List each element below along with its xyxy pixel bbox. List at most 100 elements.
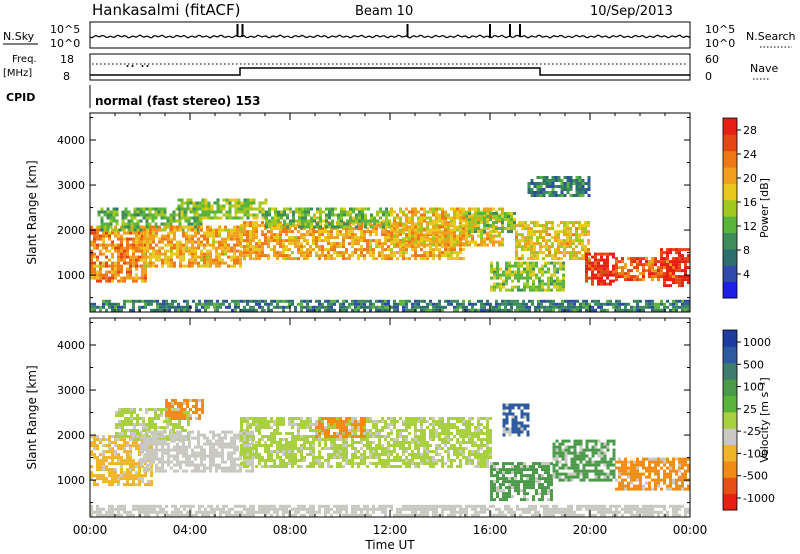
echo-cell bbox=[292, 213, 295, 217]
echo-cell bbox=[155, 463, 158, 467]
echo-cell bbox=[372, 230, 375, 234]
echo-cell bbox=[215, 228, 218, 232]
echo-cell bbox=[309, 233, 312, 237]
echo-cell bbox=[578, 188, 582, 191]
echo-cell bbox=[243, 201, 247, 205]
echo-cell bbox=[507, 224, 510, 227]
echo-cell bbox=[282, 444, 285, 447]
echo-cell bbox=[438, 251, 441, 255]
echo-cell bbox=[153, 308, 156, 312]
echo-cell bbox=[117, 264, 120, 268]
echo-cell bbox=[536, 242, 539, 246]
echo-cell bbox=[304, 210, 307, 214]
echo-cell bbox=[545, 176, 549, 179]
echo-cell bbox=[396, 222, 399, 226]
echo-cell bbox=[258, 251, 261, 255]
echo-cell bbox=[111, 273, 114, 277]
echo-cell bbox=[136, 228, 140, 232]
echo-cell bbox=[402, 243, 405, 247]
echo-cell bbox=[143, 460, 146, 464]
echo-cell bbox=[162, 299, 165, 303]
echo-cell bbox=[612, 302, 615, 306]
echo-cell bbox=[354, 248, 357, 252]
echo-cell bbox=[155, 264, 158, 268]
echo-cell bbox=[191, 469, 194, 473]
echo-cell bbox=[432, 302, 435, 306]
echo-cell bbox=[123, 299, 126, 303]
echo-cell bbox=[102, 474, 105, 478]
echo-cell bbox=[366, 248, 369, 252]
echo-cell bbox=[606, 299, 609, 303]
echo-cell bbox=[414, 231, 417, 235]
echo-cell bbox=[600, 279, 603, 283]
echo-cell bbox=[230, 249, 233, 253]
echo-cell bbox=[249, 230, 252, 234]
echo-cell bbox=[276, 456, 279, 459]
echo-cell bbox=[188, 258, 191, 262]
colorbar-tick-label: 8 bbox=[743, 244, 750, 257]
echo-cell bbox=[105, 279, 108, 283]
echo-cell bbox=[212, 442, 215, 446]
echo-cell bbox=[170, 439, 173, 443]
echo-cell bbox=[330, 257, 333, 261]
echo-cell bbox=[218, 246, 221, 250]
echo-cell bbox=[206, 243, 209, 247]
echo-cell bbox=[136, 225, 140, 229]
echo-cell bbox=[146, 228, 149, 232]
echo-cell bbox=[345, 236, 348, 240]
echo-cell bbox=[261, 230, 264, 234]
echo-cell bbox=[327, 233, 330, 237]
echo-cell bbox=[575, 176, 579, 179]
echo-cell bbox=[402, 248, 405, 252]
echo-cell bbox=[186, 299, 189, 303]
echo-cell bbox=[319, 225, 322, 229]
echo-cell bbox=[279, 254, 282, 258]
echo-cell bbox=[450, 257, 453, 261]
echo-cell bbox=[129, 243, 132, 247]
echo-cell bbox=[258, 420, 261, 423]
echo-cell bbox=[630, 269, 633, 273]
echo-cell bbox=[651, 269, 654, 273]
echo-cell bbox=[496, 267, 499, 271]
echo-cell bbox=[207, 213, 211, 217]
echo-cell bbox=[121, 432, 124, 435]
echo-cell bbox=[345, 299, 348, 303]
echo-cell bbox=[529, 261, 532, 265]
echo-cell bbox=[348, 254, 351, 258]
echo-cell bbox=[282, 224, 285, 228]
echo-cell bbox=[233, 448, 236, 452]
echo-cell bbox=[558, 308, 561, 312]
echo-cell bbox=[367, 219, 370, 223]
echo-cell bbox=[179, 249, 182, 253]
echo-cell bbox=[663, 284, 666, 288]
echo-cell bbox=[444, 222, 447, 226]
echo-cell bbox=[152, 454, 155, 458]
echo-cell bbox=[158, 237, 161, 241]
echo-cell bbox=[600, 252, 603, 256]
echo-cell bbox=[291, 450, 294, 453]
echo-cell bbox=[633, 299, 636, 303]
echo-cell bbox=[212, 243, 215, 247]
echo-cell bbox=[387, 308, 390, 312]
echo-cell bbox=[168, 302, 171, 306]
echo-cell bbox=[276, 450, 279, 453]
echo-cell bbox=[382, 213, 385, 217]
echo-cell bbox=[90, 252, 93, 256]
echo-cell bbox=[279, 432, 282, 435]
echo-cell bbox=[435, 308, 438, 312]
echo-cell bbox=[324, 308, 327, 312]
echo-cell bbox=[197, 466, 200, 470]
echo-cell bbox=[511, 279, 514, 283]
echo-cell bbox=[405, 251, 408, 255]
echo-cell bbox=[420, 216, 423, 220]
echo-cell bbox=[453, 257, 456, 261]
echo-cell bbox=[545, 185, 549, 188]
echo-cell bbox=[267, 435, 270, 438]
echo-cell bbox=[447, 216, 450, 220]
echo-cell bbox=[230, 460, 233, 464]
echo-cell bbox=[456, 234, 459, 238]
echo-cell bbox=[129, 477, 132, 481]
echo-cell bbox=[224, 228, 227, 232]
echo-cell bbox=[123, 255, 126, 259]
echo-cell bbox=[138, 477, 141, 481]
